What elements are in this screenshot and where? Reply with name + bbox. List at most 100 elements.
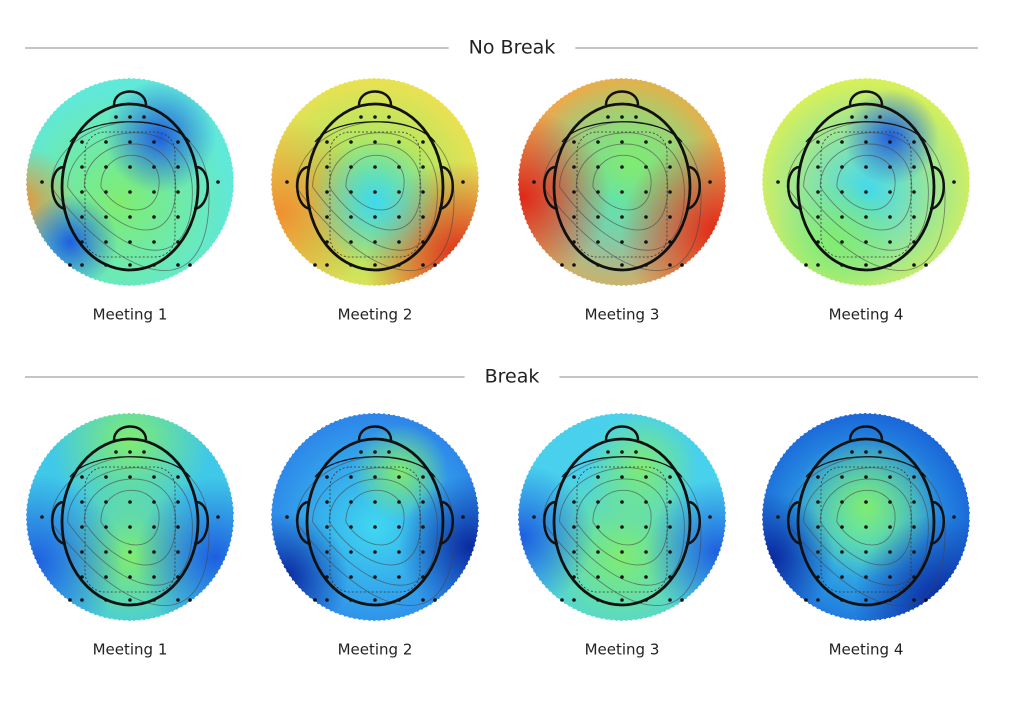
electrode xyxy=(606,115,610,119)
electrode xyxy=(840,598,844,602)
contour-line xyxy=(575,478,669,566)
electrode xyxy=(840,190,844,194)
contour-line xyxy=(345,154,405,211)
electrode xyxy=(397,598,401,602)
head-nose xyxy=(604,90,640,106)
electrode xyxy=(912,525,916,529)
electrode xyxy=(620,500,624,504)
electrode xyxy=(634,450,638,454)
electrode xyxy=(668,575,672,579)
map-label: Meeting 3 xyxy=(585,306,660,324)
electrode xyxy=(596,500,600,504)
electrode xyxy=(572,550,576,554)
electrode xyxy=(668,598,672,602)
electrode xyxy=(864,598,868,602)
head-ear xyxy=(296,165,312,211)
electrode xyxy=(620,598,624,602)
electrode xyxy=(176,525,180,529)
electrode xyxy=(40,515,44,519)
electrode xyxy=(373,475,377,479)
electrode xyxy=(397,575,401,579)
head-ear xyxy=(51,165,67,211)
electrode xyxy=(644,500,648,504)
electrode xyxy=(888,575,892,579)
electrode xyxy=(421,240,425,244)
contour-line xyxy=(786,121,946,271)
electrode xyxy=(572,140,576,144)
contour-line xyxy=(819,478,913,566)
electrode xyxy=(912,240,916,244)
electrode xyxy=(864,475,868,479)
electrode xyxy=(349,263,353,267)
topomap-border xyxy=(25,412,235,622)
electrode xyxy=(349,240,353,244)
electrode xyxy=(668,165,672,169)
electrode xyxy=(912,263,916,267)
electrode xyxy=(924,598,928,602)
section-title: Break xyxy=(485,366,540,388)
electrode xyxy=(104,500,108,504)
electrode xyxy=(644,475,648,479)
electrode xyxy=(816,550,820,554)
head-inner xyxy=(805,121,927,143)
electrode xyxy=(644,190,648,194)
electrode xyxy=(128,263,132,267)
electrode xyxy=(816,240,820,244)
map-label: Meeting 4 xyxy=(829,641,904,659)
electrode xyxy=(142,115,146,119)
electrode xyxy=(644,263,648,267)
electrode xyxy=(152,240,156,244)
head-nose xyxy=(112,90,148,106)
electrode xyxy=(313,263,317,267)
electrode xyxy=(421,215,425,219)
electrode xyxy=(80,240,84,244)
head-outline xyxy=(60,437,200,607)
electrode xyxy=(128,525,132,529)
head-inner xyxy=(561,456,683,478)
topomap-blob xyxy=(762,493,835,621)
electrode xyxy=(397,500,401,504)
section-title: No Break xyxy=(469,37,556,59)
electrode xyxy=(644,240,648,244)
electrode xyxy=(349,140,353,144)
electrode xyxy=(128,240,132,244)
electrode xyxy=(349,550,353,554)
electrode xyxy=(620,450,624,454)
contour-line xyxy=(50,121,210,271)
head-ear xyxy=(543,500,559,546)
topomap xyxy=(271,78,479,286)
electrode xyxy=(708,180,712,184)
head-inner xyxy=(820,466,912,593)
electrode xyxy=(104,550,108,554)
head-inner xyxy=(69,121,191,143)
electrode xyxy=(80,525,84,529)
electrode xyxy=(668,263,672,267)
electrode xyxy=(188,598,192,602)
electrode xyxy=(668,140,672,144)
head-inner xyxy=(314,456,436,478)
electrode xyxy=(912,215,916,219)
contour-line xyxy=(50,456,210,606)
contour-line xyxy=(312,132,438,251)
electrode xyxy=(80,140,84,144)
contour-line xyxy=(542,121,702,271)
contour-line xyxy=(786,456,946,606)
head-ear xyxy=(296,500,312,546)
contour-line xyxy=(328,478,422,566)
electrode xyxy=(285,515,289,519)
electrode xyxy=(840,575,844,579)
electrode xyxy=(888,190,892,194)
electrode xyxy=(644,215,648,219)
electrode xyxy=(596,165,600,169)
electrode xyxy=(325,550,329,554)
electrode xyxy=(840,165,844,169)
map-label: Meeting 1 xyxy=(93,641,168,659)
electrode xyxy=(668,190,672,194)
electrode xyxy=(644,598,648,602)
electrode xyxy=(104,190,108,194)
electrode xyxy=(804,263,808,267)
electrode xyxy=(596,550,600,554)
electrode xyxy=(152,140,156,144)
electrode xyxy=(68,598,72,602)
electrode xyxy=(912,165,916,169)
